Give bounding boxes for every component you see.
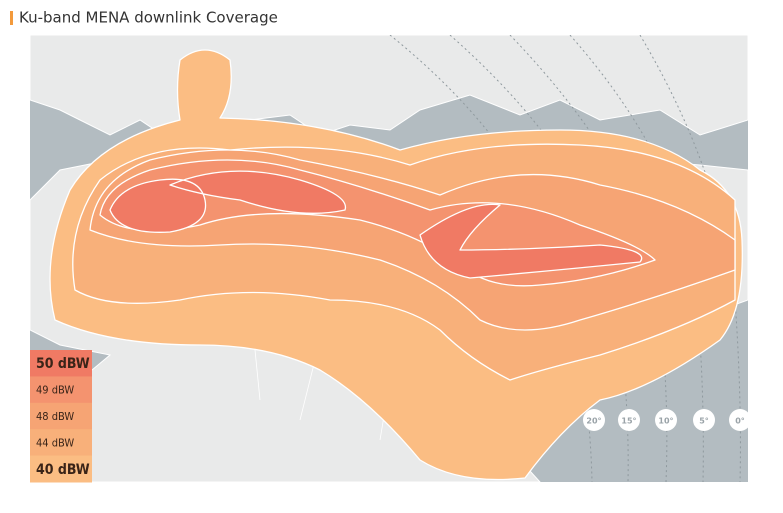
legend-label: 48 dBW [36,410,74,423]
legend-label: 40 dBW [36,462,90,478]
map: 20° 15° 10° 5° 0° 50 dBW 49 dBW 48 dBW 44 dBW 40… [30,35,748,483]
legend-label: 44 dBW [36,436,74,449]
elevation-badge [583,409,605,431]
elevation-markers: 20° 15° 10° 5° 0° [583,409,748,431]
legend-swatch [30,376,92,404]
legend-label: 50 dBW [36,356,90,372]
elevation-label: 20° [586,417,601,426]
legend-swatch [30,402,92,430]
legend-label: 49 dBW [36,384,74,397]
elevation-badge [729,409,748,431]
elevation-label: 10° [658,417,673,426]
title-accent [10,11,13,25]
coverage [49,49,743,481]
legend-swatch [30,350,92,377]
legend-swatch [30,429,92,457]
elevation-badge [618,409,640,431]
elevation-label: 15° [621,417,636,426]
elevation-label: 0° [735,417,745,426]
contour-50 [109,170,643,279]
elevation-badge [655,409,677,431]
elevation-label: 5° [699,417,709,426]
legend-swatch [30,455,92,483]
title: Ku-band MENA downlink Coverage [19,9,278,27]
elevation-badge [693,409,715,431]
legend: 50 dBW 49 dBW 48 dBW 44 dBW 40 dBW [30,350,92,483]
